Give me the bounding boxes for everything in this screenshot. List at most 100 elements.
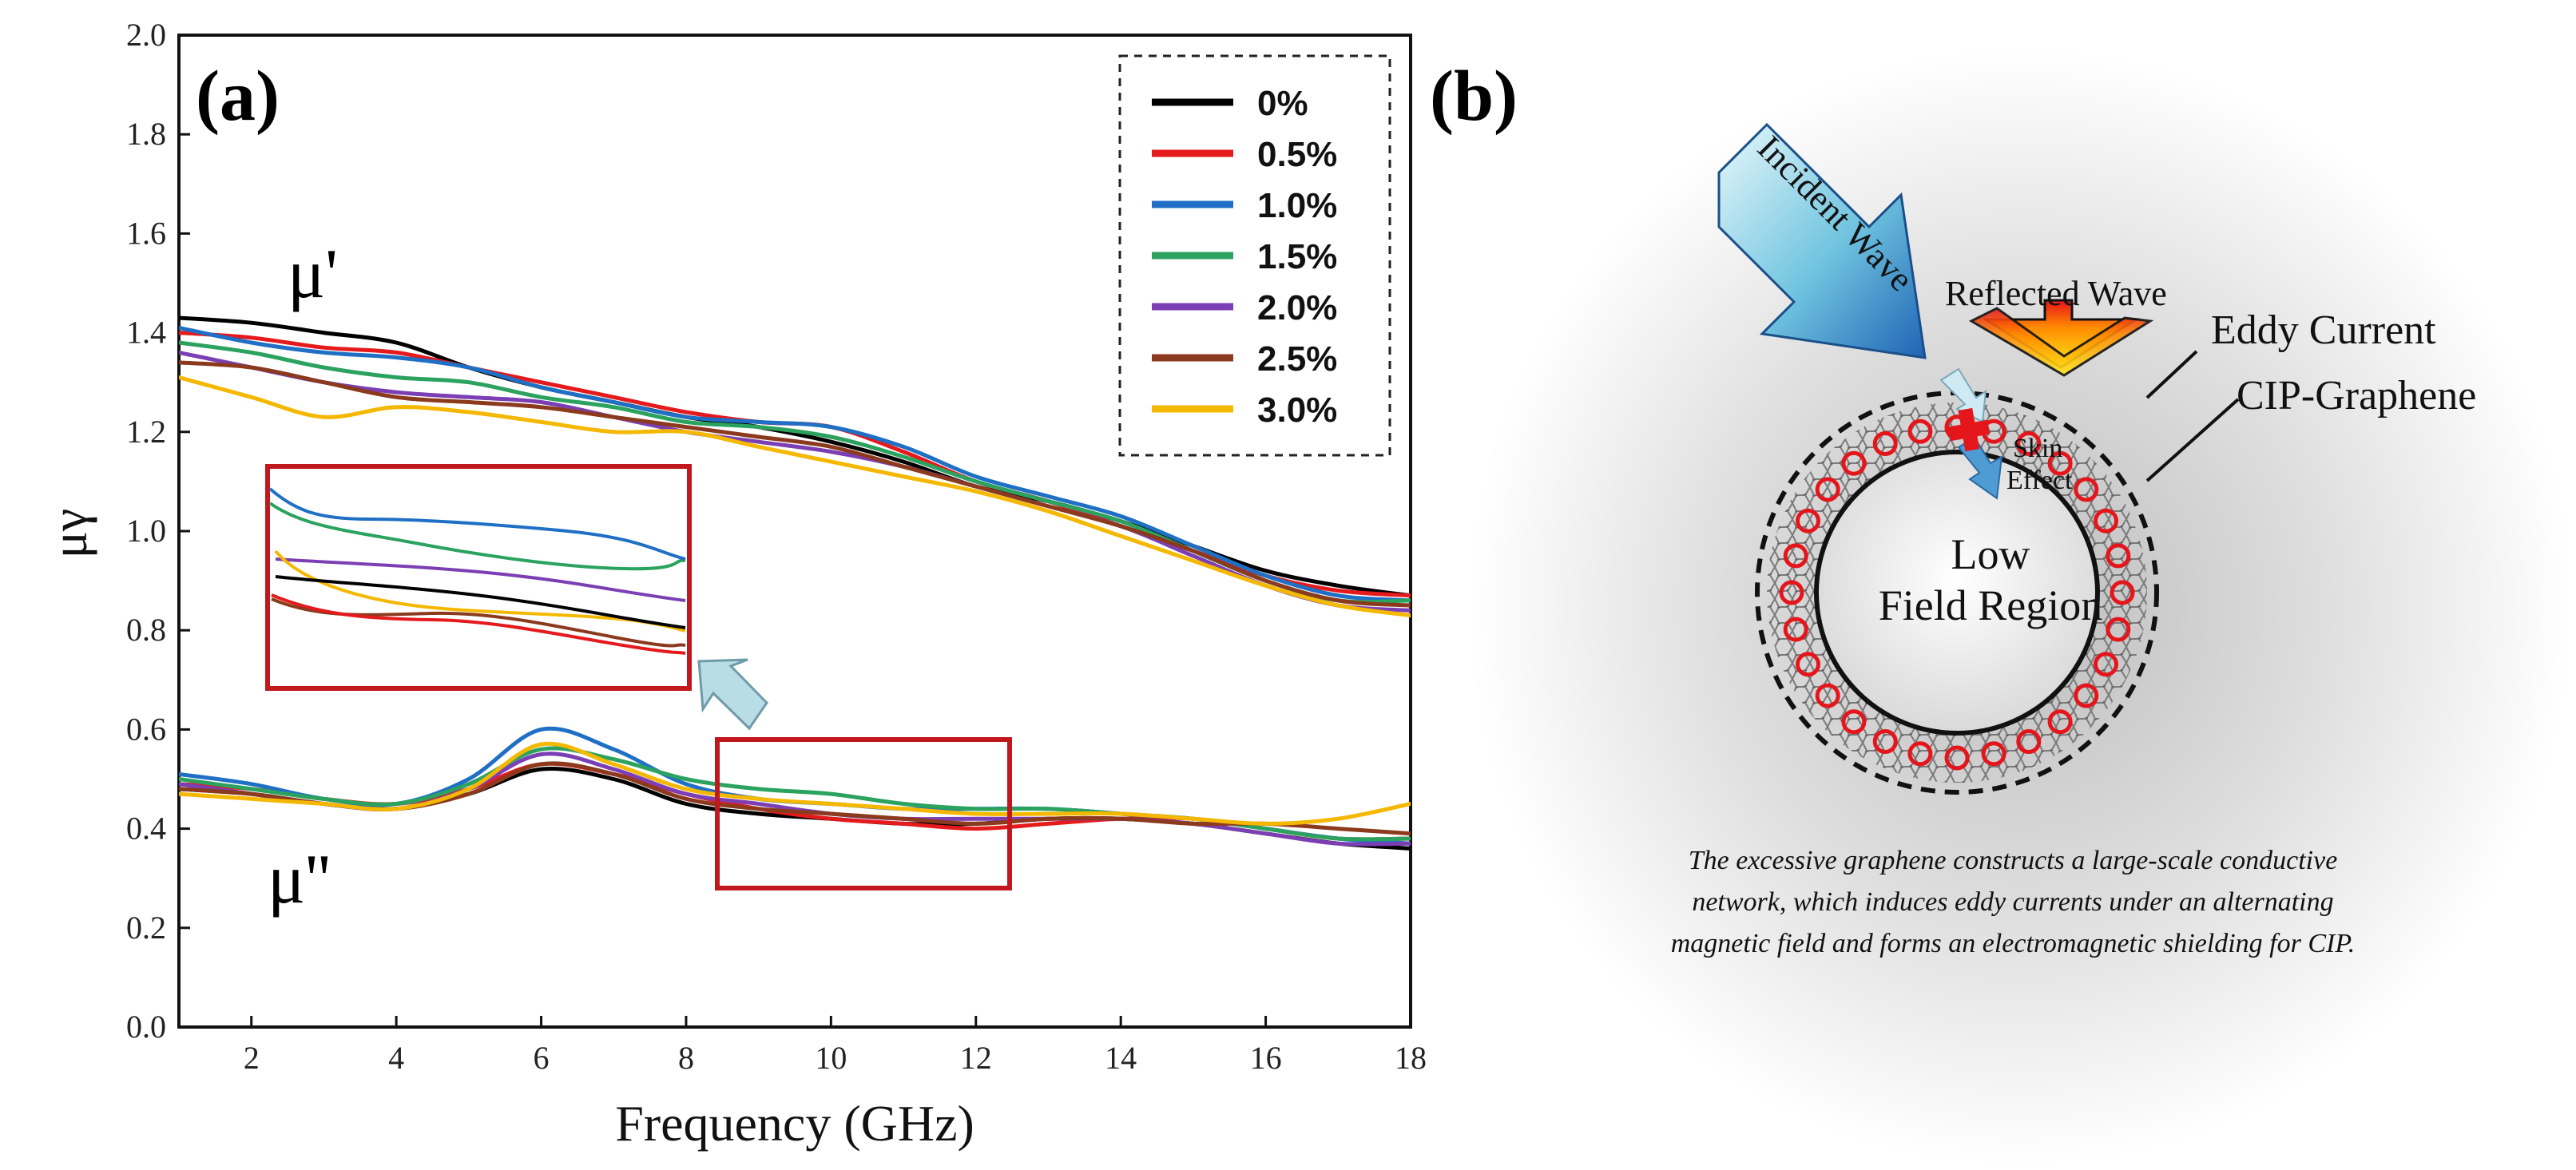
- eddy-ring-icon: [2047, 709, 2073, 735]
- diagram-panel-b: (b) Incident Wave Reflected Wave Eddy Cu…: [1430, 48, 2572, 1166]
- eddy-ring-icon: [1815, 683, 1840, 708]
- x-tick-label: 4: [388, 1040, 404, 1076]
- x-axis-title: Frequency (GHz): [615, 1095, 974, 1152]
- eddy-ring-icon: [1841, 450, 1867, 476]
- series-line-3.0pct-mu_real: [179, 375, 1411, 618]
- legend-label: 0.5%: [1257, 135, 1337, 174]
- chart-panel-a: 0.0 0.2 0.4 0.6 0.8 1.0 1.2 1.4 1.6 1.8 2.0 2 4 6 8 10…: [41, 17, 1427, 1152]
- x-tick-label: 6: [534, 1040, 550, 1076]
- eddy-ring-icon: [2074, 477, 2099, 502]
- eddy-ring-icon: [1872, 729, 1898, 754]
- series-line-2.0pct-mu_imag: [179, 752, 1411, 847]
- eddy-ring-icon: [2016, 431, 2042, 456]
- eddy-ring-icon: [1796, 508, 1820, 533]
- panel-a-label: (a): [196, 57, 280, 136]
- inset-curve-0: [275, 575, 686, 629]
- inset-curve-1.5: [268, 502, 686, 571]
- eddy-ring-icon: [1872, 431, 1898, 456]
- reflected-wave-arrow: Reflected Wave: [1945, 274, 2167, 377]
- cip-graphene-label: CIP-Graphene: [2237, 373, 2476, 418]
- eddy-ring-icon: [1783, 617, 1808, 642]
- transmitted-arrow-upper: [1939, 367, 1987, 423]
- y-tick-label: 0.4: [126, 811, 166, 847]
- y-tick-label: 1.4: [126, 315, 166, 351]
- legend-label: 2.5%: [1257, 339, 1337, 379]
- eddy-ring-icon: [2106, 617, 2131, 642]
- inset-box: [265, 464, 692, 691]
- y-tick-label: 0.2: [126, 910, 166, 946]
- cip-graphene-leader: [2145, 398, 2240, 482]
- y-tick-label: 0.0: [126, 1009, 166, 1045]
- eddy-ring-icon: [2106, 543, 2131, 569]
- caption-line-1: The excessive graphene constructs a larg…: [1689, 846, 2338, 875]
- y-axis-title: μγ: [41, 509, 97, 559]
- x-tick-label: 8: [678, 1040, 694, 1076]
- inset-curve-1.0: [268, 487, 686, 561]
- zoom-region-box: [715, 737, 1012, 890]
- legend-label: 3.0%: [1257, 391, 1337, 430]
- panel-b-label: (b): [1430, 57, 1518, 136]
- inset-curve-2.0: [275, 557, 686, 602]
- eddy-ring-icon: [1796, 652, 1820, 677]
- caption-line-2: network, which induces eddy currents und…: [1692, 887, 2333, 917]
- series-line-2.0pct-mu_real: [179, 350, 1411, 613]
- y-tick-label: 1.0: [126, 513, 166, 549]
- x-tick-label: 2: [244, 1040, 260, 1076]
- eddy-current-rings: [1779, 414, 2135, 771]
- mu-real-label: μ': [288, 236, 338, 313]
- legend-label: 1.5%: [1257, 237, 1337, 276]
- field-region-label: Field Region: [1879, 581, 2103, 629]
- eddy-ring-icon: [1907, 418, 1933, 444]
- legend-label: 1.0%: [1257, 186, 1337, 225]
- legend-label: 0%: [1257, 84, 1308, 123]
- x-tick-label: 12: [960, 1040, 992, 1076]
- blocked-cross-icon: [1947, 407, 1991, 452]
- y-tick-label: 2.0: [126, 17, 166, 53]
- eddy-ring-icon: [2047, 450, 2073, 476]
- y-tick-label: 1.2: [126, 414, 166, 450]
- eddy-current-leader: [2145, 350, 2198, 399]
- eddy-current-label: Eddy Current: [2211, 307, 2436, 353]
- zoom-arrow: [697, 658, 768, 731]
- eddy-ring-icon: [1944, 745, 1970, 771]
- low-label: Low: [1951, 530, 2030, 578]
- legend-label: 2.0%: [1257, 288, 1337, 327]
- eddy-ring-icon: [1779, 580, 1804, 605]
- svg-text:μγ: μγ: [41, 509, 97, 559]
- inset-curves: [268, 487, 686, 655]
- y-axis-ticks: 0.0 0.2 0.4 0.6 0.8 1.0 1.2 1.4 1.6 1.8 2.0: [126, 17, 190, 1045]
- y-tick-label: 0.8: [126, 612, 166, 648]
- skin-label: Skin: [2013, 434, 2062, 463]
- caption-line-3: magnetic field and forms an electromagne…: [1671, 929, 2356, 958]
- inset-zoom: [265, 464, 692, 691]
- series-line-2.5pct-mu_real: [179, 360, 1411, 608]
- series-line-1.0pct-mu_real: [179, 325, 1411, 603]
- y-tick-label: 0.6: [126, 711, 166, 747]
- inset-curve-0.5: [271, 593, 686, 655]
- x-tick-label: 16: [1250, 1040, 1282, 1076]
- cip-particle: [1814, 450, 2100, 736]
- eddy-ring-icon: [2074, 683, 2099, 708]
- eddy-ring-icon: [1783, 543, 1808, 569]
- eddy-ring-icon: [1981, 741, 2006, 767]
- eddy-ring-icon: [2110, 580, 2135, 605]
- mu-imag-label: μ'': [268, 841, 331, 918]
- eddy-ring-icon: [1815, 477, 1840, 502]
- reflected-wave-label: Reflected Wave: [1945, 274, 2167, 313]
- incident-wave-arrow: Incident Wave: [1717, 122, 1927, 359]
- effect-label: Effect: [2006, 466, 2073, 495]
- eddy-ring-icon: [1907, 741, 1933, 767]
- legend: 0% 0.5% 1.0% 1.5% 2.0% 2.5% 3.0%: [1118, 54, 1391, 457]
- x-tick-label: 18: [1395, 1040, 1427, 1076]
- eddy-ring-icon: [2094, 508, 2118, 533]
- x-axis-ticks: 2 4 6 8 10 12 14 16 18: [244, 1016, 1427, 1076]
- y-tick-label: 1.6: [126, 215, 166, 251]
- eddy-ring-icon: [2094, 652, 2118, 677]
- eddy-ring-icon: [2016, 729, 2042, 754]
- eddy-ring-icon: [1841, 709, 1867, 735]
- x-tick-label: 10: [815, 1040, 847, 1076]
- y-tick-label: 1.8: [126, 116, 166, 152]
- series-line-3.0pct-mu_imag: [179, 741, 1411, 826]
- series-layer: [179, 315, 1411, 851]
